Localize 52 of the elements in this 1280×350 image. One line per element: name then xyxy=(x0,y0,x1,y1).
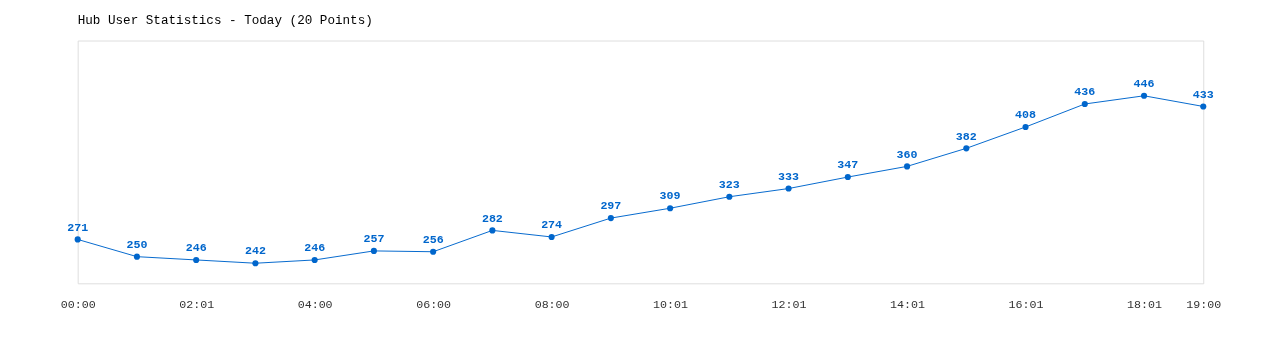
point xyxy=(311,256,318,264)
x-tick-label: 06:00 xyxy=(416,298,452,312)
data-label: 323 xyxy=(718,178,740,192)
data-label: 242 xyxy=(244,244,266,258)
point xyxy=(607,215,614,222)
data-label: 433 xyxy=(1192,87,1214,101)
data-label: 250 xyxy=(126,237,148,251)
data-label: 271 xyxy=(67,220,89,234)
data-label: 333 xyxy=(778,169,800,183)
point xyxy=(1140,92,1148,99)
chart-title: Hub User Statistics - Today (20 Points) xyxy=(77,13,373,29)
point xyxy=(548,233,555,241)
point xyxy=(370,247,377,254)
data-label: 360 xyxy=(896,147,918,161)
x-tick-label: 08:00 xyxy=(534,298,570,312)
data-label: 347 xyxy=(837,158,859,172)
point xyxy=(489,227,496,234)
x-tick-label: 16:01 xyxy=(1008,298,1044,312)
point xyxy=(133,253,141,260)
x-tick-label: 14:01 xyxy=(890,298,926,312)
data-label: 246 xyxy=(185,241,207,255)
data-label: 274 xyxy=(541,218,563,232)
data-label: 446 xyxy=(1133,77,1155,91)
data-label: 246 xyxy=(304,241,326,255)
data-label: 309 xyxy=(659,189,681,203)
data-label: 382 xyxy=(955,129,977,143)
x-tick-label: 10:01 xyxy=(653,298,689,312)
point xyxy=(193,256,200,264)
data-label: 256 xyxy=(422,233,444,246)
data-label: 297 xyxy=(600,199,622,213)
point xyxy=(904,163,911,170)
x-tick-label: 12:01 xyxy=(771,298,807,312)
point xyxy=(252,260,259,267)
point xyxy=(1022,123,1029,131)
point xyxy=(667,205,674,212)
point xyxy=(785,185,792,192)
point xyxy=(844,173,851,181)
x-tick-label: 18:01 xyxy=(1127,298,1162,312)
x-tick-label: 00:00 xyxy=(60,298,96,312)
point xyxy=(430,248,437,255)
point xyxy=(1081,100,1088,108)
data-label: 282 xyxy=(481,211,503,225)
point xyxy=(726,193,733,200)
x-tick-label: 02:01 xyxy=(179,298,215,312)
data-label: 257 xyxy=(363,232,385,246)
point xyxy=(1200,103,1207,110)
x-tick-label: 19:00 xyxy=(1186,298,1222,312)
data-label: 436 xyxy=(1074,85,1096,99)
point xyxy=(74,236,81,243)
point xyxy=(963,145,970,152)
data-label: 408 xyxy=(1015,108,1037,122)
x-tick-label: 04:00 xyxy=(297,298,333,312)
